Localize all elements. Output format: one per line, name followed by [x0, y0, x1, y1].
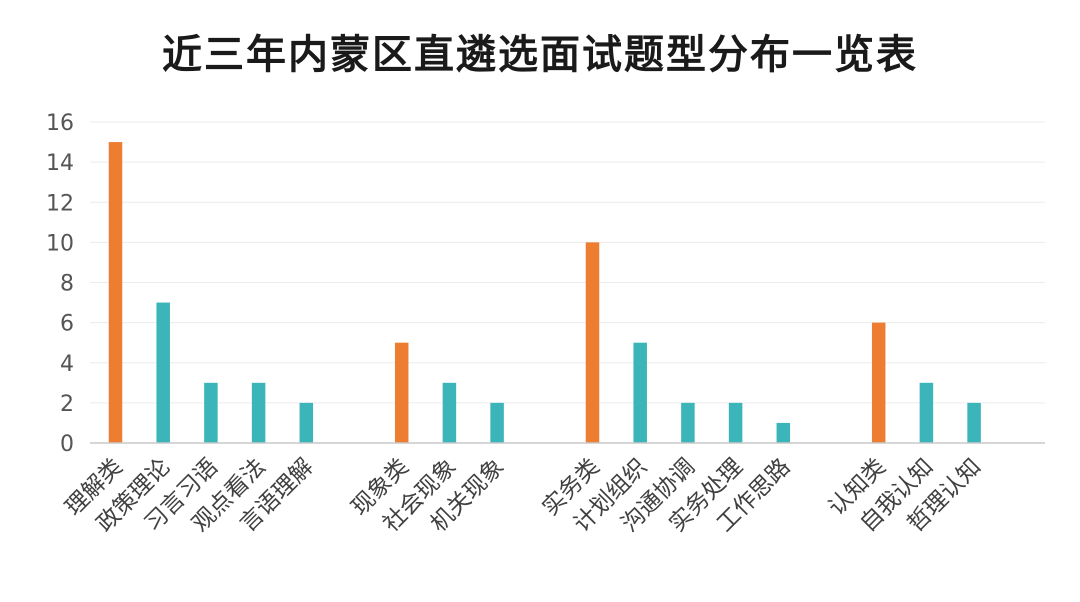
bar-认知类: [871, 322, 886, 443]
y-axis-ticks: 0 2 4 6 8 10 12 14 16: [46, 111, 74, 457]
y-tick-label: 10: [46, 231, 74, 256]
bar-沟通协调: [681, 402, 695, 443]
bar-言语理解: [299, 402, 314, 443]
chart-title: 近三年内蒙区直遴选面试题型分布一览表: [162, 31, 918, 78]
y-tick-label: 14: [46, 151, 74, 176]
bar-实务类: [585, 242, 600, 443]
bar-政策理论: [156, 302, 170, 443]
bar-自我认知: [919, 382, 934, 443]
bar-机关现象: [490, 402, 504, 443]
bar-工作思路: [776, 422, 791, 443]
y-tick-label: 12: [46, 191, 74, 216]
bar-计划组织: [633, 342, 647, 443]
y-tick-label: 8: [60, 272, 74, 297]
bar-社会现象: [442, 382, 457, 443]
y-tick-label: 2: [60, 392, 74, 417]
bar-现象类: [394, 342, 409, 443]
y-tick-label: 16: [46, 111, 74, 136]
bar-观点看法: [251, 382, 266, 443]
bar-实务处理: [728, 402, 743, 443]
bar-哲理认知: [967, 402, 981, 443]
y-tick-label: 4: [60, 352, 74, 377]
bar-习言习语: [204, 382, 218, 443]
y-tick-label: 0: [60, 432, 74, 457]
gridlines: [90, 121, 1045, 404]
y-tick-label: 6: [60, 312, 74, 337]
bar-理解类: [108, 142, 123, 443]
bars: [108, 142, 981, 443]
